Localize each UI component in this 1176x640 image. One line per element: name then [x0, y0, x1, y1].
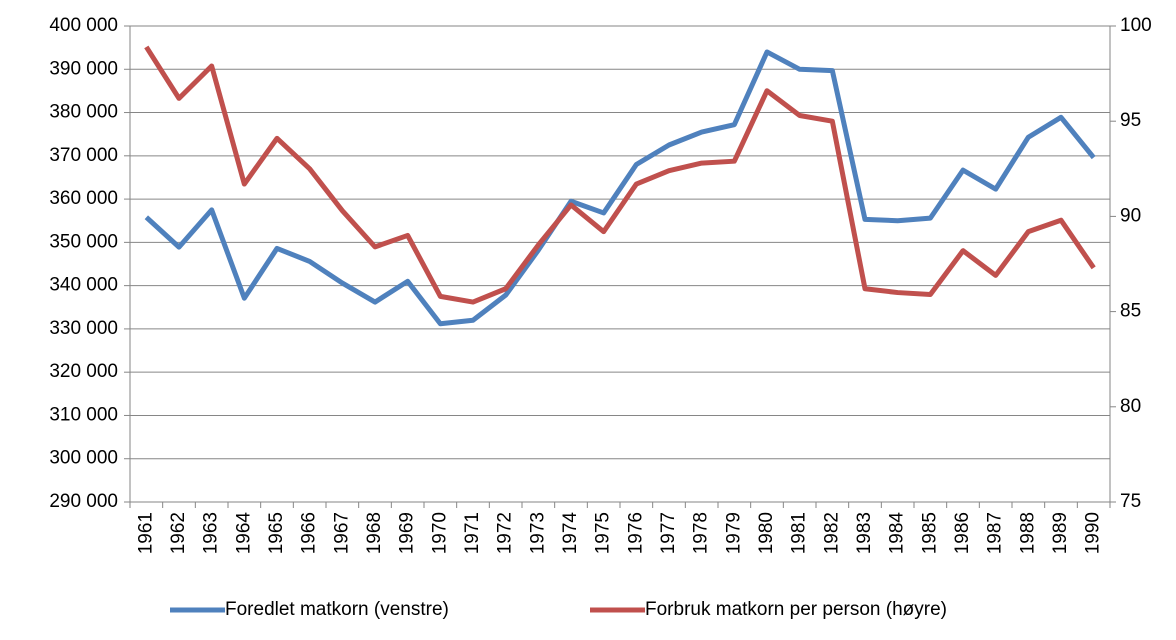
y2-tick-label: 90: [1120, 205, 1141, 226]
x-tick-label: 1982: [821, 512, 842, 554]
y-tick-label: 370 000: [49, 145, 118, 166]
x-tick-label: 1987: [985, 512, 1006, 554]
x-tick-label: 1984: [887, 512, 908, 555]
y-tick-label: 340 000: [49, 275, 118, 296]
legend-label: Foredlet matkorn (venstre): [225, 599, 449, 620]
x-tick-label: 1966: [299, 512, 320, 554]
x-tick-label: 1975: [593, 512, 614, 554]
y-tick-label: 350 000: [49, 231, 118, 252]
series-line: [144, 49, 1096, 327]
x-tick-label: 1978: [691, 512, 712, 554]
y2-tick-label: 85: [1120, 301, 1141, 322]
x-tick-label: 1968: [364, 512, 385, 554]
y-tick-label: 380 000: [49, 102, 118, 123]
y-tick-label: 400 000: [49, 15, 118, 36]
x-tick-label: 1977: [658, 512, 679, 554]
x-tick-label: 1979: [723, 512, 744, 554]
x-tick-label: 1964: [233, 512, 254, 555]
x-tick-label: 1981: [789, 512, 810, 554]
x-tick-label: 1967: [331, 512, 352, 554]
x-tick-label: 1989: [1050, 512, 1071, 554]
x-tick-label: 1973: [527, 512, 548, 554]
y-tick-label: 360 000: [49, 188, 118, 209]
x-tick-label: 1985: [919, 512, 940, 554]
y2-tick-label: 95: [1120, 110, 1141, 131]
y-tick-label: 310 000: [49, 404, 118, 425]
x-tick-label: 1990: [1083, 512, 1104, 554]
y2-tick-label: 75: [1120, 491, 1141, 512]
x-tick-label: 1980: [756, 512, 777, 554]
y-tick-label: 320 000: [49, 361, 118, 382]
legend-label: Forbruk matkorn per person (høyre): [645, 599, 947, 620]
x-tick-label: 1970: [429, 512, 450, 554]
x-tick-label: 1988: [1017, 512, 1038, 554]
x-tick-label: 1971: [462, 512, 483, 554]
x-tick-label: 1976: [625, 512, 646, 554]
series-line: [144, 45, 1096, 305]
y-tick-label: 290 000: [49, 491, 118, 512]
x-tick-label: 1969: [397, 512, 418, 554]
y-tick-label: 330 000: [49, 318, 118, 339]
x-tick-label: 1974: [560, 512, 581, 555]
x-tick-label: 1963: [201, 512, 222, 554]
x-tick-label: 1965: [266, 512, 287, 554]
y-tick-label: 300 000: [49, 448, 118, 469]
y2-tick-label: 100: [1120, 15, 1152, 36]
x-tick-label: 1961: [135, 512, 156, 554]
x-tick-label: 1986: [952, 512, 973, 554]
x-tick-label: 1972: [495, 512, 516, 554]
y2-tick-label: 80: [1120, 396, 1141, 417]
y-tick-label: 390 000: [49, 58, 118, 79]
x-tick-label: 1962: [168, 512, 189, 554]
x-tick-label: 1983: [854, 512, 875, 554]
